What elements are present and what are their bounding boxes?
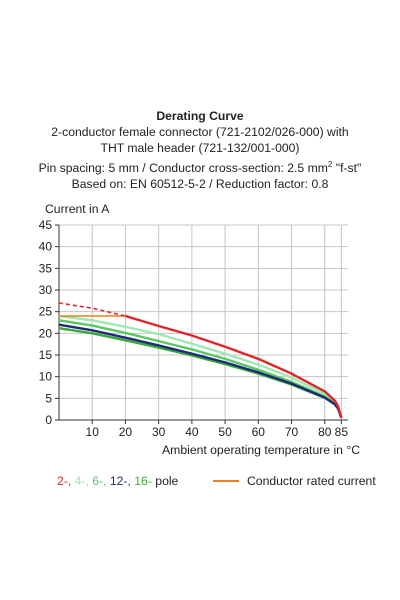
x-tick-label: 70 — [285, 425, 299, 439]
legend-pole-item: 6- — [92, 474, 104, 488]
chart-subtitle-line-4: Based on: EN 60512-5-2 / Reduction facto… — [71, 176, 329, 191]
y-tick-label: 30 — [39, 283, 53, 297]
conductor-type-text: "f-st" — [332, 160, 362, 175]
axis-layer — [55, 224, 348, 424]
x-tick-label: 80 — [318, 425, 332, 439]
legend-pole-item: 2- — [57, 474, 68, 488]
legend-pole-item: 12- — [109, 474, 128, 488]
x-axis-label: Ambient operating temperature in °C — [162, 443, 360, 457]
y-tick-label: 0 — [45, 413, 52, 427]
x-tick-label: 85 — [335, 425, 349, 439]
legend-separator: , — [127, 474, 135, 488]
legend-poles: 2-, 4-, 6-, 12-, 16- pole — [57, 474, 178, 488]
chart-subtitle-line-1: 2-conductor female connector (721-2102/0… — [51, 125, 349, 140]
y-tick-label: 20 — [39, 326, 53, 340]
superscript-2: 2 — [327, 159, 333, 169]
series-line-12-pole — [58, 323, 343, 419]
y-tick-label: 40 — [39, 240, 53, 254]
x-tick-label: 40 — [185, 425, 199, 439]
x-tick-label: 60 — [252, 425, 266, 439]
x-tick-label: 30 — [152, 425, 166, 439]
series-line-2-pole-dashed — [58, 302, 126, 317]
pin-spacing-text: Pin spacing: 5 mm / Conductor cross-sect… — [38, 160, 328, 175]
y-tick-label: 45 — [39, 218, 53, 232]
legend-pole-item: 4- — [74, 474, 86, 488]
y-tick-label: 10 — [39, 370, 53, 384]
chart-subtitle-line-3: Pin spacing: 5 mm / Conductor cross-sect… — [0, 157, 400, 176]
legend-separator: , — [67, 474, 75, 488]
series-layer — [58, 302, 343, 419]
legend-pole-item: 16- — [134, 474, 152, 488]
chart-title: Derating Curve — [156, 109, 244, 123]
y-tick-label: 35 — [39, 261, 53, 275]
legend-separator: , — [103, 474, 110, 488]
label-layer: 0 5 10 15 20 25 30 35 40 45 10 20 30 40 50 60 70 80 85 Curr… — [39, 202, 361, 457]
rated-current-label: Conductor rated current — [247, 474, 376, 488]
legend-pole-suffix: pole — [151, 474, 179, 488]
series-line-2-pole — [125, 314, 343, 419]
x-tick-label: 20 — [119, 425, 133, 439]
chart-subtitle-line-2: THT male header (721-132/001-000) — [100, 141, 300, 156]
y-axis-label: Current in A — [45, 202, 110, 216]
y-tick-label: 15 — [39, 348, 53, 362]
legend-separator: , — [85, 474, 93, 488]
y-tick-label: 5 — [45, 391, 52, 405]
rated-current-swatch — [213, 480, 239, 482]
series-line-16-pole — [58, 326, 343, 419]
x-tick-label: 10 — [86, 425, 100, 439]
x-tick-label: 50 — [218, 425, 232, 439]
legend-rated-current: Conductor rated current — [213, 474, 376, 488]
y-tick-label: 25 — [39, 305, 53, 319]
chart-header: Derating Curve 2-conductor female connec… — [0, 108, 400, 192]
